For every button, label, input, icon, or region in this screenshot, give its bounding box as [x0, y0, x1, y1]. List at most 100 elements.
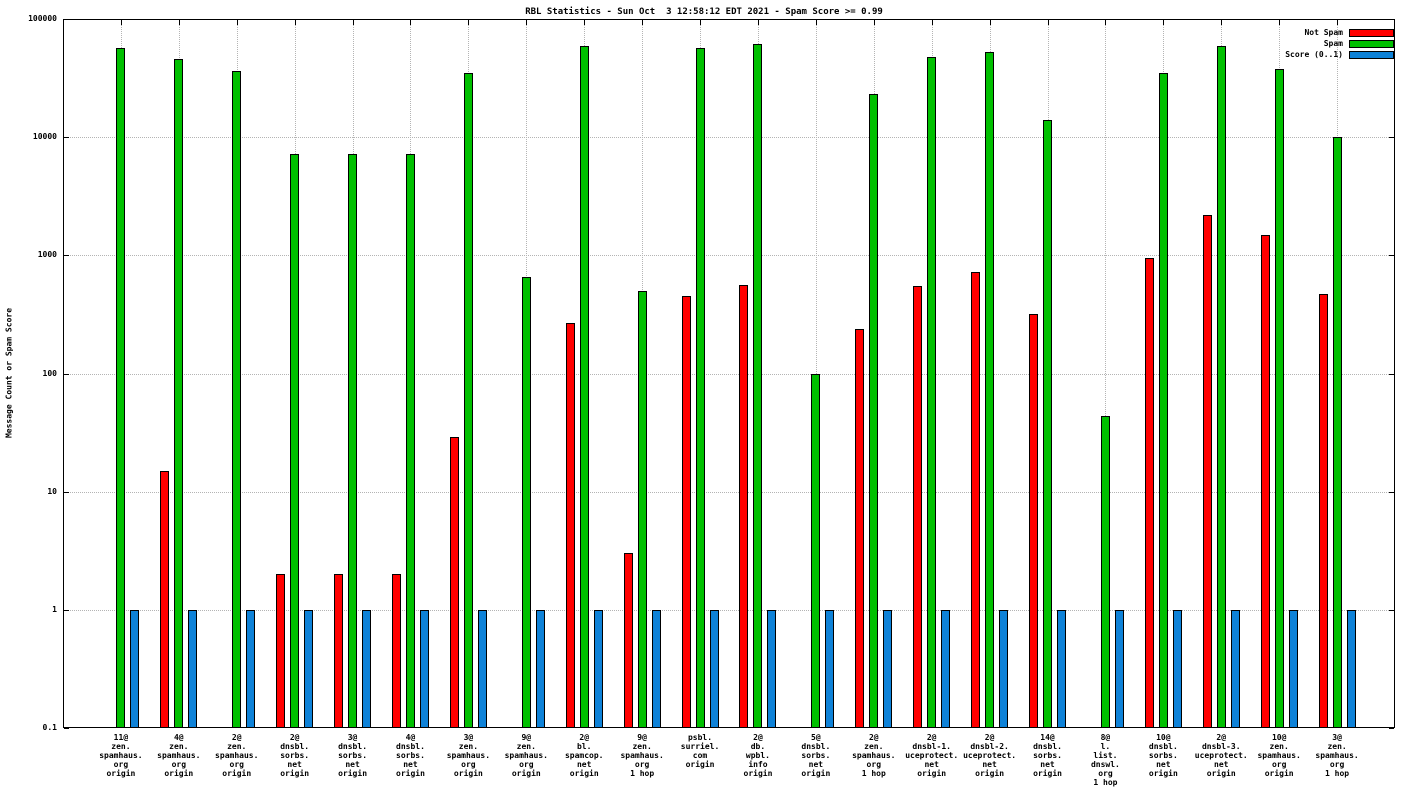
- bar: [1274, 68, 1284, 728]
- bar: [767, 609, 777, 728]
- bar: [695, 47, 705, 728]
- bar: [405, 154, 415, 728]
- bar: [927, 56, 937, 728]
- y-tick-label: 1: [52, 604, 57, 614]
- bar: [883, 609, 893, 728]
- x-tick: [642, 20, 644, 25]
- x-tick: [1163, 20, 1165, 25]
- bar: [276, 574, 286, 728]
- x-gridline: [1105, 19, 1107, 728]
- bar: [709, 609, 719, 728]
- x-tick-label: 10@ zen. spamhaus. org origin: [1257, 733, 1301, 778]
- y-tick: [1389, 609, 1394, 611]
- bar: [1057, 609, 1067, 728]
- y-tick: [1389, 491, 1394, 493]
- x-tick: [989, 20, 991, 25]
- bar: [651, 609, 661, 728]
- x-tick-label: 2@ dnsbl-2. uceprotect. net origin: [963, 733, 1017, 778]
- y-gridline: [63, 255, 1395, 257]
- bar: [1318, 294, 1328, 728]
- bar: [1114, 609, 1124, 728]
- bar: [463, 72, 473, 728]
- bar: [391, 574, 401, 728]
- y-tick: [1389, 19, 1394, 20]
- bar: [739, 285, 749, 728]
- bar: [160, 470, 170, 728]
- legend-swatch: [1349, 40, 1394, 48]
- x-tick-label: 2@ bl. spamcop. net origin: [564, 733, 604, 778]
- bar: [1144, 257, 1154, 728]
- y-tick: [64, 491, 69, 493]
- bar: [1043, 119, 1053, 728]
- x-tick: [1279, 20, 1281, 25]
- legend-label: Spam: [1323, 39, 1343, 48]
- y-tick: [1389, 255, 1394, 257]
- legend-swatch: [1349, 29, 1394, 37]
- bar: [623, 553, 633, 728]
- x-tick-label: 2@ zen. spamhaus. org 1 hop: [852, 733, 896, 778]
- y-tick: [1389, 373, 1394, 375]
- y-tick-label: 10000: [32, 132, 57, 142]
- bar: [419, 609, 429, 728]
- x-tick: [757, 20, 759, 25]
- y-tick-label: 100000: [28, 14, 57, 23]
- x-tick-label: 3@ zen. spamhaus. org origin: [446, 733, 491, 778]
- x-tick-label: 2@ dnsbl-3. uceprotect. net origin: [1194, 733, 1248, 778]
- bar: [1260, 234, 1270, 728]
- bar: [535, 609, 545, 728]
- bar: [913, 286, 923, 728]
- x-tick: [178, 20, 180, 25]
- x-tick-label: 2@ db. wpbl. info origin: [743, 733, 773, 778]
- x-tick-label: psbl. surriel. com origin: [680, 733, 720, 769]
- y-tick-label: 0.1: [42, 723, 57, 732]
- y-gridline: [63, 609, 1395, 611]
- x-tick: [1337, 20, 1339, 25]
- bar: [1172, 609, 1182, 728]
- y-gridline: [63, 491, 1395, 493]
- bar: [825, 609, 835, 728]
- bar: [1230, 609, 1240, 728]
- x-tick-label: 10@ dnsbl. sorbs. net origin: [1148, 733, 1178, 778]
- x-tick: [815, 20, 817, 25]
- x-tick: [120, 20, 122, 25]
- bar: [637, 290, 647, 728]
- y-tick-label: 10: [47, 486, 57, 496]
- y-tick: [64, 19, 69, 20]
- bar: [116, 47, 126, 728]
- legend-label: Not Spam: [1304, 28, 1343, 37]
- y-tick: [1389, 137, 1394, 139]
- bar: [869, 94, 879, 728]
- x-tick-label: 5@ dnsbl. sorbs. net origin: [801, 733, 831, 778]
- bar: [334, 574, 344, 728]
- y-tick-label: 1000: [37, 250, 57, 260]
- x-tick: [410, 20, 412, 25]
- bar: [1100, 415, 1110, 728]
- legend-swatch: [1349, 51, 1394, 59]
- y-tick: [64, 609, 69, 611]
- x-tick-label: 9@ zen. spamhaus. org origin: [504, 733, 548, 778]
- bar: [593, 609, 603, 728]
- x-tick: [873, 20, 875, 25]
- x-tick-label: 8@ l. list. dnswl. org 1 hop: [1090, 733, 1120, 787]
- bar: [521, 277, 531, 728]
- bar: [681, 296, 691, 728]
- x-tick: [468, 20, 470, 25]
- bar: [985, 51, 995, 728]
- bar: [1202, 214, 1212, 728]
- x-tick: [1047, 20, 1049, 25]
- bar: [246, 609, 256, 728]
- y-gridline: [63, 373, 1395, 375]
- x-tick-label: 4@ dnsbl. sorbs. net origin: [396, 733, 425, 778]
- x-tick: [294, 20, 296, 25]
- y-tick: [1389, 728, 1394, 729]
- x-tick-label: 4@ zen. spamhaus. org origin: [157, 733, 201, 778]
- x-tick-label: 3@ dnsbl. sorbs. net origin: [338, 733, 368, 778]
- x-tick-label: 14@ dnsbl. sorbs. net origin: [1033, 733, 1062, 778]
- bar: [1346, 609, 1356, 728]
- x-tick: [352, 20, 354, 25]
- y-tick: [64, 373, 69, 375]
- bar: [579, 46, 589, 728]
- bar: [1158, 72, 1168, 728]
- y-gridline: [63, 137, 1395, 139]
